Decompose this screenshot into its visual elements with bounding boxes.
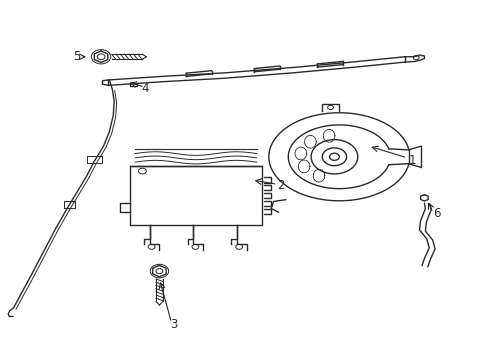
Text: 4: 4 <box>141 82 148 95</box>
Text: 1: 1 <box>407 154 415 167</box>
Text: 2: 2 <box>277 179 284 192</box>
Text: 5: 5 <box>73 50 81 63</box>
Text: 6: 6 <box>432 207 439 220</box>
Text: 3: 3 <box>170 318 177 331</box>
